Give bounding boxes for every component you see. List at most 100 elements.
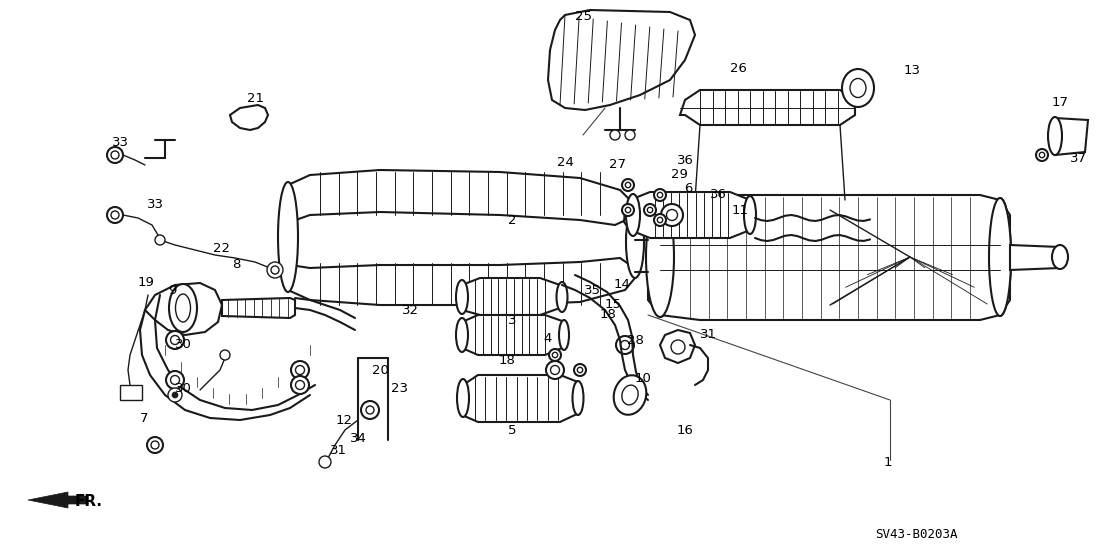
Text: 5: 5 xyxy=(507,424,516,436)
Circle shape xyxy=(625,182,630,187)
Text: 15: 15 xyxy=(605,299,622,311)
Text: 25: 25 xyxy=(575,9,592,23)
Ellipse shape xyxy=(291,376,309,394)
Circle shape xyxy=(625,207,630,213)
Circle shape xyxy=(622,179,634,191)
Circle shape xyxy=(625,130,635,140)
Text: 37: 37 xyxy=(1069,152,1087,164)
Text: 27: 27 xyxy=(609,159,626,171)
Polygon shape xyxy=(280,258,635,305)
Ellipse shape xyxy=(667,210,677,221)
Ellipse shape xyxy=(151,441,160,449)
Ellipse shape xyxy=(456,280,468,314)
Circle shape xyxy=(361,401,379,419)
Text: 24: 24 xyxy=(556,155,574,169)
Circle shape xyxy=(220,350,230,360)
Bar xyxy=(120,385,142,400)
Ellipse shape xyxy=(616,336,634,354)
Ellipse shape xyxy=(1048,117,1061,155)
Text: 18: 18 xyxy=(499,353,515,367)
Text: 30: 30 xyxy=(175,338,192,352)
Text: 31: 31 xyxy=(329,444,347,456)
Circle shape xyxy=(574,364,586,376)
Ellipse shape xyxy=(560,320,570,350)
Text: 22: 22 xyxy=(214,242,230,254)
Ellipse shape xyxy=(556,282,567,312)
Ellipse shape xyxy=(620,341,629,349)
Text: 34: 34 xyxy=(349,431,367,445)
Circle shape xyxy=(155,235,165,245)
Text: 10: 10 xyxy=(635,372,652,384)
Polygon shape xyxy=(458,315,568,355)
Circle shape xyxy=(654,189,666,201)
Circle shape xyxy=(657,217,663,223)
Circle shape xyxy=(552,352,557,358)
Text: 6: 6 xyxy=(684,181,692,195)
Text: 33: 33 xyxy=(146,199,164,211)
Ellipse shape xyxy=(278,182,298,292)
Text: 16: 16 xyxy=(677,424,694,436)
Text: 29: 29 xyxy=(670,169,687,181)
Polygon shape xyxy=(458,278,565,315)
Text: 35: 35 xyxy=(584,284,601,296)
Circle shape xyxy=(548,349,561,361)
Ellipse shape xyxy=(456,379,469,417)
Ellipse shape xyxy=(296,366,305,374)
Polygon shape xyxy=(28,492,88,508)
Polygon shape xyxy=(458,375,583,422)
Text: 13: 13 xyxy=(903,64,921,76)
Polygon shape xyxy=(222,298,295,318)
Polygon shape xyxy=(548,10,695,110)
Polygon shape xyxy=(280,170,635,225)
Circle shape xyxy=(577,367,583,373)
Text: 14: 14 xyxy=(614,279,630,291)
Polygon shape xyxy=(145,283,222,335)
Ellipse shape xyxy=(614,375,646,415)
Text: 8: 8 xyxy=(232,258,240,272)
Text: 2: 2 xyxy=(507,213,516,227)
Text: 32: 32 xyxy=(401,304,419,316)
Circle shape xyxy=(657,192,663,198)
Circle shape xyxy=(271,266,279,274)
Ellipse shape xyxy=(171,375,179,384)
Circle shape xyxy=(1036,149,1048,161)
Polygon shape xyxy=(624,192,755,238)
Text: 3: 3 xyxy=(507,314,516,326)
Text: 11: 11 xyxy=(731,204,749,217)
Ellipse shape xyxy=(850,79,866,97)
Text: SV43-B0203A: SV43-B0203A xyxy=(875,529,957,541)
Circle shape xyxy=(671,340,685,354)
Polygon shape xyxy=(230,105,268,130)
Ellipse shape xyxy=(743,196,756,234)
Circle shape xyxy=(107,207,123,223)
Ellipse shape xyxy=(626,206,644,278)
Ellipse shape xyxy=(546,361,564,379)
Circle shape xyxy=(107,147,123,163)
Ellipse shape xyxy=(661,204,683,226)
Text: 33: 33 xyxy=(112,137,129,149)
Ellipse shape xyxy=(175,294,191,322)
Text: 17: 17 xyxy=(1051,96,1068,108)
Ellipse shape xyxy=(170,284,197,332)
Circle shape xyxy=(611,130,620,140)
Text: 1: 1 xyxy=(884,456,892,468)
Ellipse shape xyxy=(573,381,584,415)
Polygon shape xyxy=(1010,245,1060,270)
Circle shape xyxy=(172,392,178,398)
Text: 28: 28 xyxy=(626,333,644,347)
Circle shape xyxy=(1039,152,1045,158)
Ellipse shape xyxy=(1051,245,1068,269)
Text: 31: 31 xyxy=(699,328,717,342)
Polygon shape xyxy=(680,90,855,125)
Circle shape xyxy=(647,207,653,213)
Text: 26: 26 xyxy=(729,61,747,75)
Ellipse shape xyxy=(456,318,468,352)
Circle shape xyxy=(622,204,634,216)
Text: 7: 7 xyxy=(140,411,148,425)
Ellipse shape xyxy=(551,366,560,374)
Ellipse shape xyxy=(622,385,638,405)
Text: 19: 19 xyxy=(137,276,154,290)
Ellipse shape xyxy=(989,198,1010,316)
Circle shape xyxy=(366,406,375,414)
Circle shape xyxy=(319,456,331,468)
